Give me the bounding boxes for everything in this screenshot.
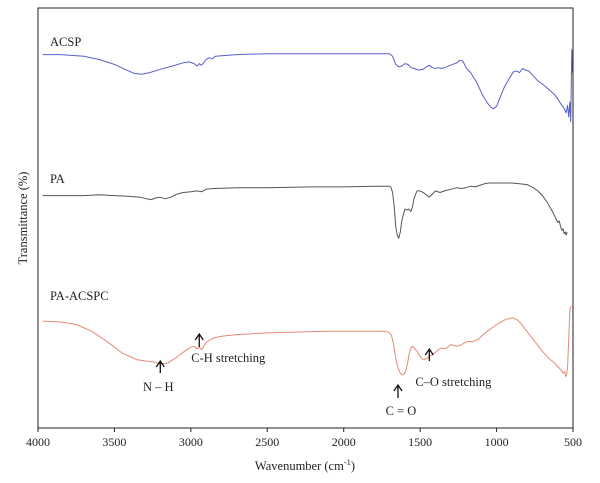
x-tick-label: 3000 xyxy=(179,435,203,449)
x-tick-label: 2000 xyxy=(332,435,356,449)
x-tick-label: 4000 xyxy=(26,435,50,449)
annotation-label: C–O stretching xyxy=(415,375,492,389)
x-axis-title-sup: -1 xyxy=(344,457,351,467)
x-tick-label: 500 xyxy=(564,435,582,449)
annotation-ch: C-H stretching xyxy=(191,332,266,365)
x-tick-label: 2500 xyxy=(255,435,279,449)
series-label-pa-acspc: PA-ACSPC xyxy=(50,289,109,303)
x-axis-title-main: Wavenumber (cm xyxy=(255,459,344,473)
annotation-label: C-H stretching xyxy=(191,351,266,365)
annotation-co: C = O xyxy=(386,383,417,418)
series-labels: ACSP PA PA-ACSPC xyxy=(50,35,109,303)
annotation-cos: C–O stretching xyxy=(415,347,492,389)
annotations: N – H C-H stretching C = O C–O stretching xyxy=(143,332,492,418)
series-layer xyxy=(42,49,573,378)
annotation-arrow xyxy=(155,359,165,373)
x-tick-label: 1500 xyxy=(408,435,432,449)
series-line-pa-acspc xyxy=(42,305,572,378)
series-label-pa: PA xyxy=(50,172,65,186)
x-axis-title-end: ) xyxy=(351,459,355,473)
y-axis-title: Transmittance (%) xyxy=(16,172,30,265)
series-line-pa xyxy=(42,182,568,239)
x-axis: 4000 3500 3000 2500 2000 1500 1000 500 xyxy=(26,428,582,449)
annotation-label: N – H xyxy=(143,380,174,394)
series-line-acsp xyxy=(42,49,573,123)
x-axis-title: Wavenumber (cm-1) xyxy=(255,457,355,473)
annotation-arrow xyxy=(424,347,434,361)
plot-frame xyxy=(37,7,574,429)
annotation-nh: N – H xyxy=(143,359,174,394)
x-tick-label: 3500 xyxy=(102,435,126,449)
annotation-label: C = O xyxy=(386,404,417,418)
x-tick-label: 1000 xyxy=(485,435,509,449)
annotation-arrow xyxy=(194,332,204,347)
series-label-acsp: ACSP xyxy=(50,35,81,49)
annotation-arrow xyxy=(393,383,403,398)
